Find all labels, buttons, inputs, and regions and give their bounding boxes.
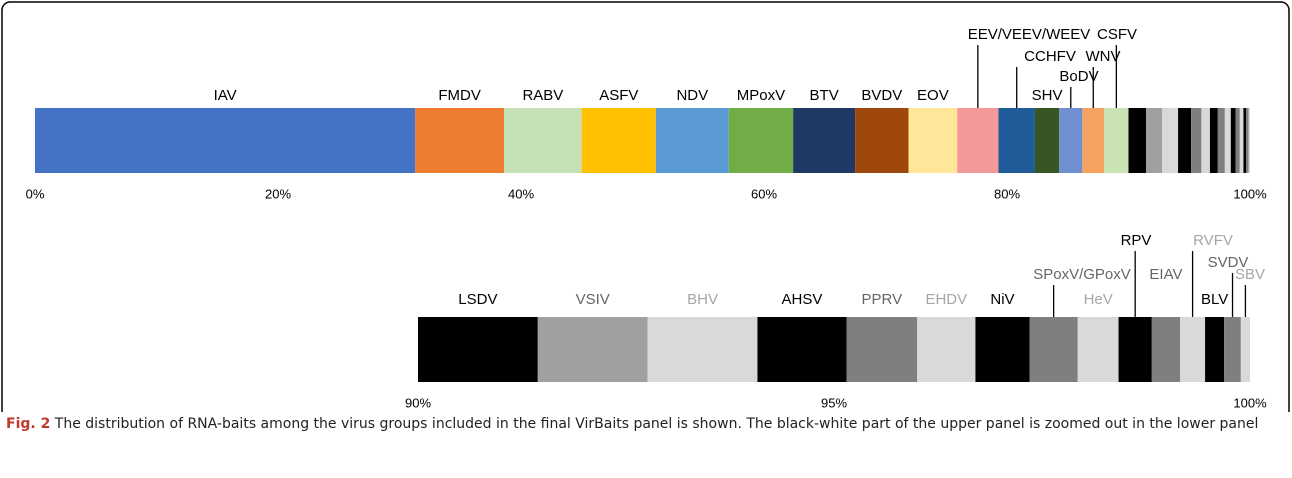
bar-segment	[908, 108, 958, 173]
bar-segment	[957, 108, 999, 173]
segment-label: RPV	[1121, 232, 1152, 249]
segment-label: BTV	[810, 87, 839, 104]
bar-segment	[655, 108, 729, 173]
segment-label: SPoxV/GPoxV	[1033, 266, 1131, 283]
bar-segment	[1178, 108, 1192, 173]
bar-segment	[1191, 108, 1202, 173]
segment-label: RABV	[522, 87, 563, 104]
caption: Fig. 2 The distribution of RNA-baits amo…	[6, 413, 1284, 435]
caption-label: Fig. 2	[6, 416, 51, 432]
segment-label: EEV/VEEV/WEEV	[968, 26, 1091, 43]
chart: 0% 20% 40% 60% 80% 100% IAV FMDV RABV ASFV NDV MPox…	[1, 1, 1290, 433]
bar-segment	[35, 108, 416, 173]
x-tick-label: 60%	[751, 186, 777, 201]
bar-segment	[1162, 108, 1179, 173]
segment-label: MPoxV	[737, 87, 785, 104]
bar-segment	[728, 108, 794, 173]
segment-label: NDV	[676, 87, 708, 104]
segment-label: AHSV	[782, 291, 823, 308]
segment-label: ASFV	[599, 87, 638, 104]
segment-label: EIAV	[1149, 266, 1182, 283]
bar-segment	[975, 317, 1030, 382]
segment-label: EOV	[917, 87, 949, 104]
bar-segment	[1145, 108, 1163, 173]
bar-segment	[1230, 108, 1236, 173]
x-tick-label: 95%	[821, 395, 847, 410]
x-tick-label: 80%	[994, 186, 1020, 201]
segment-label: NiV	[990, 291, 1014, 308]
bar-segment	[1205, 317, 1225, 382]
segment-label: FMDV	[438, 87, 481, 104]
bar-segment	[793, 108, 856, 173]
bar-segment	[1151, 317, 1181, 382]
segment-label: BVDV	[861, 87, 902, 104]
segment-label: RVFV	[1193, 232, 1233, 249]
bar-segment	[1104, 108, 1129, 173]
segment-label: LSDV	[458, 291, 497, 308]
bar-segment	[1128, 108, 1146, 173]
bar-segment	[1224, 108, 1231, 173]
x-tick-label: 100%	[1233, 395, 1267, 410]
bar-segment	[1224, 317, 1241, 382]
bar-segment	[647, 317, 758, 382]
bar-segment	[1118, 317, 1152, 382]
segment-label: EHDV	[925, 291, 967, 308]
bar-segment	[1246, 108, 1249, 173]
bar-segment	[855, 108, 909, 173]
bar-segment	[418, 317, 538, 382]
bar-segment	[1217, 108, 1225, 173]
bar-segment	[503, 108, 582, 173]
bar-segment	[1082, 108, 1105, 173]
bar-segment	[1059, 108, 1083, 173]
bar-segment	[998, 108, 1035, 173]
bar-segment	[415, 108, 504, 173]
segment-label: PPRV	[862, 291, 903, 308]
bar-segment	[1235, 108, 1240, 173]
segment-label: BHV	[687, 291, 718, 308]
caption-text: The distribution of RNA-baits among the …	[54, 416, 1259, 432]
bar-segment	[537, 317, 648, 382]
segment-label: BLV	[1201, 291, 1228, 308]
segment-label: CCHFV	[1024, 48, 1076, 65]
segment-label: BoDV	[1059, 68, 1098, 85]
x-tick-label: 40%	[508, 186, 534, 201]
bar-segment	[1239, 108, 1244, 173]
bar-segment	[1029, 317, 1078, 382]
bar-segment	[1180, 317, 1206, 382]
segment-label: SVDV	[1208, 254, 1249, 271]
bar-segment	[846, 317, 918, 382]
bar-segment	[1209, 108, 1218, 173]
x-tick-label: 100%	[1233, 186, 1267, 201]
segment-label: WNV	[1086, 48, 1121, 65]
bar-segment	[1240, 317, 1250, 382]
x-tick-label: 0%	[26, 186, 45, 201]
bar-segment	[757, 317, 847, 382]
bar-segment	[1077, 317, 1119, 382]
segment-label: SBV	[1235, 266, 1265, 283]
segment-label: HeV	[1084, 291, 1113, 308]
bar-segment	[1248, 108, 1250, 173]
x-tick-label: 90%	[405, 395, 431, 410]
bar-segment	[581, 108, 656, 173]
bar-segment	[917, 317, 976, 382]
x-tick-label: 20%	[265, 186, 291, 201]
bar-segment	[1201, 108, 1210, 173]
segment-label: IAV	[214, 87, 237, 104]
bar-segment	[1243, 108, 1247, 173]
segment-label: SHV	[1032, 87, 1063, 104]
segment-label: VSIV	[576, 291, 610, 308]
segment-label: CSFV	[1097, 26, 1137, 43]
bar-segment	[1034, 108, 1060, 173]
